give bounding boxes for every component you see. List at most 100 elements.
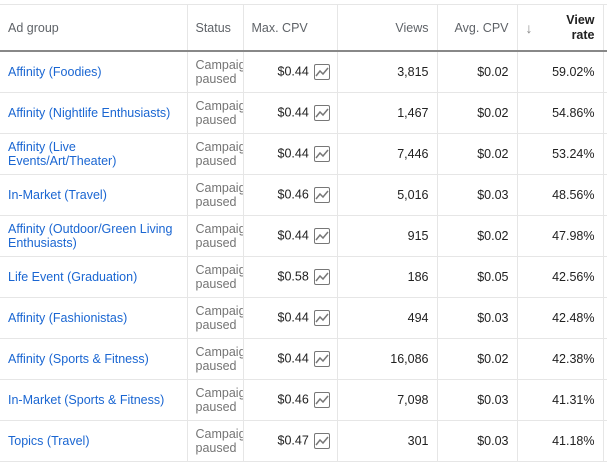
ad-group-link[interactable]: Affinity (Live Events/Art/Theater) <box>0 133 188 175</box>
view-rate-cell: 42.48% <box>517 297 604 339</box>
status-text: paused <box>195 195 237 209</box>
status-cell: Campaignpaused <box>187 420 244 462</box>
table-row: Affinity (Fashionistas) Campaignpaused $… <box>0 297 607 339</box>
max-cpv-value[interactable]: $0.46 <box>277 392 309 407</box>
max-cpv-value[interactable]: $0.44 <box>277 146 309 161</box>
view-rate-cell: 48.56% <box>517 174 604 216</box>
max-cpv-cell: $0.44 <box>243 133 338 175</box>
header-view-rate[interactable]: ↓ View rate <box>517 4 604 52</box>
views-cell: 7,098 <box>337 379 438 421</box>
status-text: Campaign <box>195 99 243 113</box>
view-rate-cell: 59.02% <box>517 51 604 93</box>
bid-chart-icon[interactable] <box>313 392 330 408</box>
view-rate-cell: 42.38% <box>517 338 604 380</box>
status-text: paused <box>195 113 237 127</box>
status-text: Campaign <box>195 386 243 400</box>
bid-chart-icon[interactable] <box>313 105 330 121</box>
status-text: Campaign <box>195 427 243 441</box>
status-cell: Campaignpaused <box>187 379 244 421</box>
status-text: Campaign <box>195 140 243 154</box>
max-cpv-cell: $0.58 <box>243 256 338 298</box>
max-cpv-cell: $0.46 <box>243 379 338 421</box>
max-cpv-cell: $0.44 <box>243 92 338 134</box>
bid-chart-icon[interactable] <box>313 187 330 203</box>
max-cpv-value[interactable]: $0.44 <box>277 228 309 243</box>
ad-group-link[interactable]: In-Market (Sports & Fitness) <box>0 379 188 421</box>
header-avg-cpv[interactable]: Avg. CPV <box>437 4 518 52</box>
bid-chart-icon[interactable] <box>313 146 330 162</box>
bid-chart-icon[interactable] <box>313 64 330 80</box>
status-text: Campaign <box>195 222 243 236</box>
max-cpv-value[interactable]: $0.46 <box>277 187 309 202</box>
avg-cpv-cell: $0.03 <box>437 379 518 421</box>
table-row: Affinity (Sports & Fitness) Campaignpaus… <box>0 338 607 380</box>
status-text: paused <box>195 154 237 168</box>
ad-group-link[interactable]: Affinity (Foodies) <box>0 51 188 93</box>
avg-cpv-cell: $0.02 <box>437 92 518 134</box>
header-views[interactable]: Views <box>337 4 438 52</box>
bid-chart-icon[interactable] <box>313 433 330 449</box>
status-text: paused <box>195 72 237 86</box>
max-cpv-value[interactable]: $0.44 <box>277 351 309 366</box>
bid-chart-icon[interactable] <box>313 351 330 367</box>
max-cpv-cell: $0.46 <box>243 174 338 216</box>
avg-cpv-cell: $0.03 <box>437 297 518 339</box>
avg-cpv-cell: $0.02 <box>437 215 518 257</box>
status-text: Campaign <box>195 263 243 277</box>
max-cpv-value[interactable]: $0.47 <box>277 433 309 448</box>
header-ad-group[interactable]: Ad group <box>0 4 188 52</box>
ad-group-link[interactable]: Affinity (Nightlife Enthusiasts) <box>0 92 188 134</box>
avg-cpv-cell: $0.02 <box>437 338 518 380</box>
bid-chart-icon[interactable] <box>313 269 330 285</box>
status-text: Campaign <box>195 58 243 72</box>
header-status[interactable]: Status <box>187 4 244 52</box>
max-cpv-cell: $0.47 <box>243 420 338 462</box>
status-text: paused <box>195 277 237 291</box>
table-row: Affinity (Nightlife Enthusiasts) Campaig… <box>0 92 607 134</box>
status-text: Campaign <box>195 181 243 195</box>
header-max-cpv[interactable]: Max. CPV <box>243 4 338 52</box>
bid-chart-icon[interactable] <box>313 310 330 326</box>
ad-group-link[interactable]: Affinity (Fashionistas) <box>0 297 188 339</box>
table-row: Affinity (Foodies) Campaignpaused $0.44 … <box>0 51 607 93</box>
status-text: paused <box>195 318 237 332</box>
header-row: Ad group Status Max. CPV Views Avg. CPV … <box>0 4 607 52</box>
views-cell: 7,446 <box>337 133 438 175</box>
views-cell: 3,815 <box>337 51 438 93</box>
view-rate-cell: 47.98% <box>517 215 604 257</box>
status-text: paused <box>195 441 237 455</box>
table-row: Affinity (Live Events/Art/Theater) Campa… <box>0 133 607 175</box>
table-row: Topics (Travel) Campaignpaused $0.47 301… <box>0 420 607 462</box>
status-text: paused <box>195 236 237 250</box>
avg-cpv-cell: $0.03 <box>437 420 518 462</box>
status-text: Campaign <box>195 345 243 359</box>
avg-cpv-cell: $0.02 <box>437 133 518 175</box>
status-text: paused <box>195 359 237 373</box>
status-text: Campaign <box>195 304 243 318</box>
ad-groups-table: Ad group Status Max. CPV Views Avg. CPV … <box>0 4 607 462</box>
ad-group-link[interactable]: Affinity (Outdoor/Green Living Enthusias… <box>0 215 188 257</box>
ad-group-link[interactable]: Topics (Travel) <box>0 420 188 462</box>
view-rate-cell: 42.56% <box>517 256 604 298</box>
max-cpv-value[interactable]: $0.44 <box>277 310 309 325</box>
avg-cpv-cell: $0.03 <box>437 174 518 216</box>
max-cpv-value[interactable]: $0.58 <box>277 269 309 284</box>
ad-group-link[interactable]: In-Market (Travel) <box>0 174 188 216</box>
table-row: In-Market (Travel) Campaignpaused $0.46 … <box>0 174 607 216</box>
ad-group-link[interactable]: Affinity (Sports & Fitness) <box>0 338 188 380</box>
max-cpv-value[interactable]: $0.44 <box>277 105 309 120</box>
status-cell: Campaignpaused <box>187 338 244 380</box>
ad-group-link[interactable]: Life Event (Graduation) <box>0 256 188 298</box>
views-cell: 494 <box>337 297 438 339</box>
max-cpv-value[interactable]: $0.44 <box>277 64 309 79</box>
views-cell: 186 <box>337 256 438 298</box>
view-rate-cell: 53.24% <box>517 133 604 175</box>
status-cell: Campaignpaused <box>187 256 244 298</box>
status-cell: Campaignpaused <box>187 133 244 175</box>
status-cell: Campaignpaused <box>187 215 244 257</box>
views-cell: 301 <box>337 420 438 462</box>
max-cpv-cell: $0.44 <box>243 297 338 339</box>
table-row: Affinity (Outdoor/Green Living Enthusias… <box>0 215 607 257</box>
max-cpv-cell: $0.44 <box>243 51 338 93</box>
bid-chart-icon[interactable] <box>313 228 330 244</box>
